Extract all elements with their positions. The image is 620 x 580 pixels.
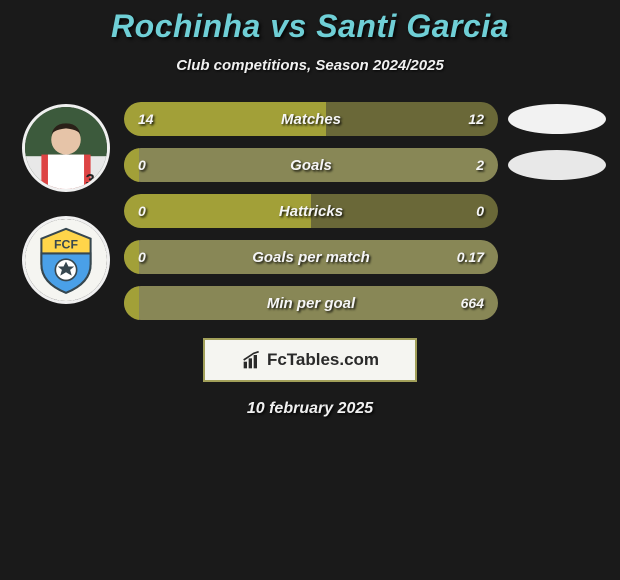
stat-value-left: 0: [138, 148, 146, 182]
stat-bar-fill-left: [124, 240, 139, 274]
logo-text: FcTables.com: [267, 350, 379, 370]
stat-value-right: 0: [476, 194, 484, 228]
stat-value-right: 664: [461, 286, 484, 320]
stat-ellipse: [508, 104, 606, 134]
avatars-column: 3 FCF: [8, 102, 124, 304]
svg-text:3: 3: [86, 172, 95, 189]
stat-bar-fill-left: [124, 194, 311, 228]
page-title: Rochinha vs Santi Garcia: [0, 8, 620, 45]
stat-row: Min per goal664: [124, 286, 606, 320]
subtitle: Club competitions, Season 2024/2025: [0, 57, 620, 74]
stat-value-left: 14: [138, 102, 154, 136]
stat-row: 14Matches12: [124, 102, 606, 136]
stat-label: Goals per match: [124, 240, 498, 274]
stats-column: 14Matches120Goals20Hattricks00Goals per …: [124, 102, 612, 320]
stat-bar-fill-left: [124, 148, 139, 182]
stat-bar: 0Goals2: [124, 148, 498, 182]
stat-value-right: 12: [468, 102, 484, 136]
stat-value-right: 0.17: [457, 240, 484, 274]
date-text: 10 february 2025: [0, 400, 620, 418]
svg-text:FCF: FCF: [54, 238, 78, 252]
stat-value-left: 0: [138, 194, 146, 228]
stat-value-left: 0: [138, 240, 146, 274]
stat-ellipse: [508, 196, 606, 226]
fctables-logo[interactable]: FcTables.com: [203, 338, 417, 382]
stat-bar: 14Matches12: [124, 102, 498, 136]
avatar-player2-crest: FCF: [22, 216, 110, 304]
content-row: 3 FCF 14Matches120Goals20Hattricks00Goal…: [0, 102, 620, 320]
avatar-player1: 3: [22, 104, 110, 192]
stat-ellipse: [508, 150, 606, 180]
stat-label: Min per goal: [124, 286, 498, 320]
comparison-card: Rochinha vs Santi Garcia Club competitio…: [0, 0, 620, 580]
stat-label: Goals: [124, 148, 498, 182]
stat-row: 0Goals2: [124, 148, 606, 182]
stat-ellipse: [508, 242, 606, 272]
stat-value-right: 2: [476, 148, 484, 182]
stat-row: 0Hattricks0: [124, 194, 606, 228]
stat-row: 0Goals per match0.17: [124, 240, 606, 274]
stat-ellipse: [508, 288, 606, 318]
stat-bar-fill-left: [124, 286, 139, 320]
bar-chart-icon: [241, 350, 263, 370]
stat-bar: 0Goals per match0.17: [124, 240, 498, 274]
stat-bar: Min per goal664: [124, 286, 498, 320]
stat-bar: 0Hattricks0: [124, 194, 498, 228]
stat-bar-fill-left: [124, 102, 326, 136]
